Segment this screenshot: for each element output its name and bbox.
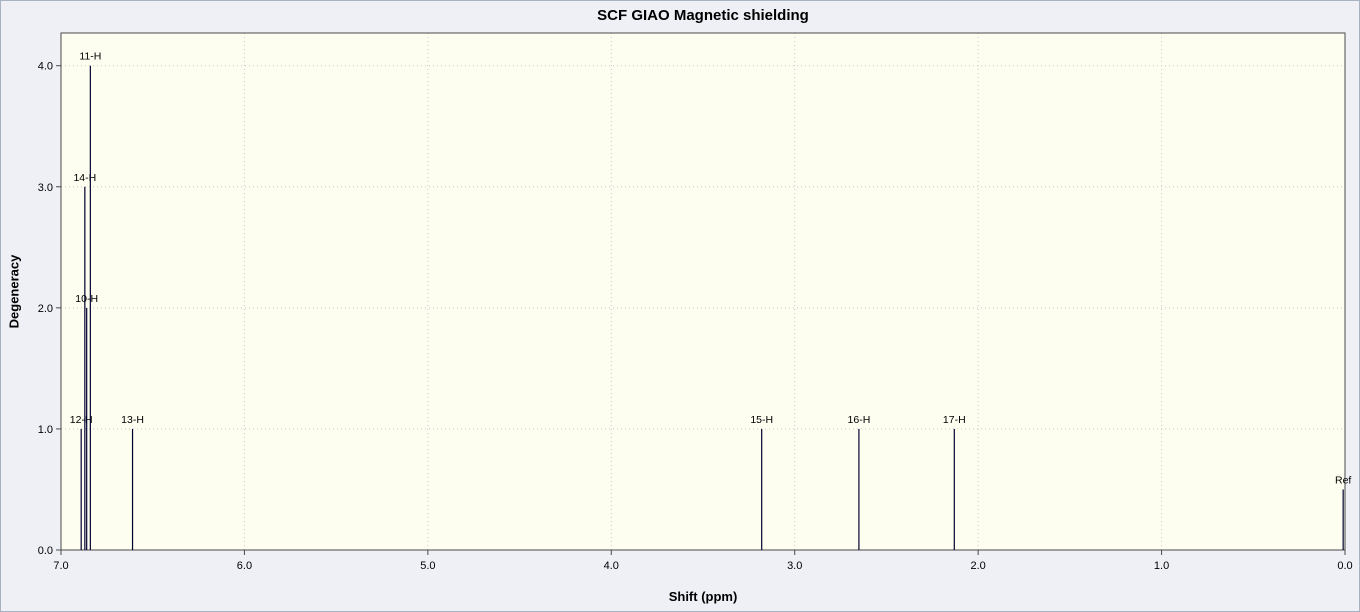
peak-label: 14-H [73, 172, 96, 184]
y-tick-label: 2.0 [38, 303, 53, 315]
y-tick-label: 1.0 [38, 424, 53, 436]
plot-border [60, 32, 1346, 551]
x-tick-label: 5.0 [420, 560, 435, 572]
x-axis-label: Shift (ppm) [668, 589, 738, 604]
x-tick-label: 7.0 [53, 560, 68, 572]
x-tick-label: 3.0 [787, 560, 802, 572]
x-tick-label: 0.0 [1337, 560, 1352, 572]
y-tick-label: 0.0 [38, 545, 53, 557]
peak-label: 12-H [70, 414, 93, 426]
y-tick-label: 3.0 [38, 182, 53, 194]
x-tick-label: 1.0 [1154, 560, 1169, 572]
x-tick-label: 2.0 [970, 560, 985, 572]
peak-label: 15-H [750, 414, 773, 426]
x-tick-label: 4.0 [604, 560, 619, 572]
chart-title: SCF GIAO Magnetic shielding [597, 7, 809, 24]
peak-label: 10-H [75, 293, 98, 305]
peak-label: 17-H [943, 414, 966, 426]
plot-area[interactable] [61, 33, 1345, 550]
y-tick-label: 4.0 [38, 61, 53, 73]
peak-label: Ref [1335, 474, 1351, 486]
peak-label: 13-H [121, 414, 144, 426]
peak-label: 11-H [79, 51, 101, 63]
peak-label: 16-H [848, 414, 871, 426]
x-tick-label: 6.0 [237, 560, 252, 572]
